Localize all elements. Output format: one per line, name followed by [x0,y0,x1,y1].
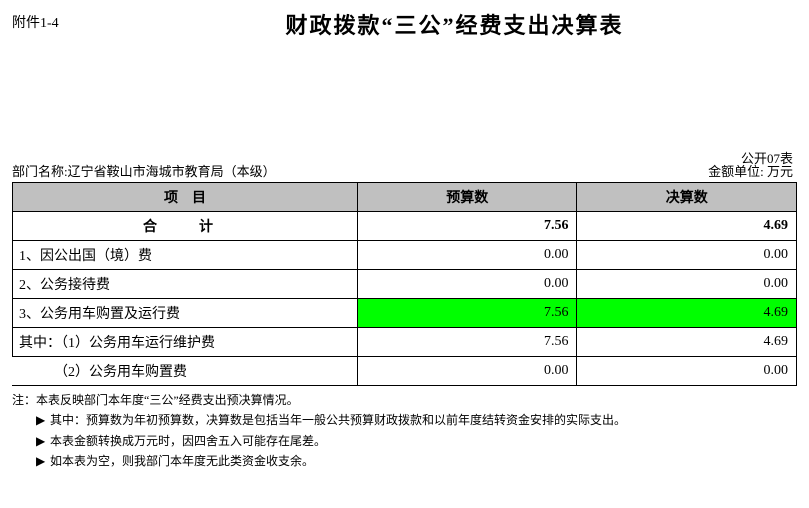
amount-unit: 金额单位: 万元 [708,161,793,180]
row-label: 其中：（1）公务用车运行维护费 [13,328,358,357]
notes-block: 注： 本表反映部门本年度“三公”经费支出预决算情况。 ▶ 其中：预算数为年初预算… [12,390,797,472]
arrow-icon: ▶ [36,431,50,451]
row-final: 4.69 [577,328,797,357]
arrow-icon: ▶ [36,451,50,471]
col-header-budget: 预算数 [357,183,577,212]
row-budget: 7.56 [357,299,577,328]
row-label: 3、公务用车购置及运行费 [13,299,358,328]
row-budget: 0.00 [357,241,577,270]
row-final: 0.00 [577,357,797,386]
department-label: 部门名称: [12,164,68,179]
spacer [12,38,797,148]
table-row: 其中：（1）公务用车运行维护费7.564.69 [13,328,797,357]
row-budget: 7.56 [357,212,577,241]
table-row: （2）公务用车购置费0.000.00 [13,357,797,386]
row-label: 2、公务接待费 [13,270,358,299]
note-line: ▶ 本表金额转换成万元时，因四舍五入可能存在尾差。 [12,431,797,451]
col-header-final: 决算数 [577,183,797,212]
col-header-item: 项 目 [13,183,358,212]
note-text: 如本表为空，则我部门本年度无此类资金收支余。 [50,451,314,471]
department-line: 部门名称:辽宁省鞍山市海城市教育局（本级） [12,161,276,180]
table-row: 合 计7.564.69 [13,212,797,241]
table-row: 1、因公出国（境）费0.000.00 [13,241,797,270]
row-final: 4.69 [577,299,797,328]
table-row: 2、公务接待费0.000.00 [13,270,797,299]
note-text: 本表金额转换成万元时，因四舍五入可能存在尾差。 [50,431,326,451]
note-text: 本表反映部门本年度“三公”经费支出预决算情况。 [36,390,299,410]
note-line: 注： 本表反映部门本年度“三公”经费支出预决算情况。 [12,390,797,410]
row-budget: 0.00 [357,357,577,386]
row-final: 0.00 [577,270,797,299]
department-name: 辽宁省鞍山市海城市教育局（本级） [68,164,276,179]
budget-table: 项 目 预算数 决算数 合 计7.564.691、因公出国（境）费0.000.0… [12,182,797,386]
arrow-icon: ▶ [36,410,50,430]
row-budget: 7.56 [357,328,577,357]
row-final: 0.00 [577,241,797,270]
row-final: 4.69 [577,212,797,241]
page-title: 财政拨款“三公”经费支出决算表 [12,8,797,40]
notes-label: 注： [12,390,36,410]
table-row: 3、公务用车购置及运行费7.564.69 [13,299,797,328]
note-line: ▶ 如本表为空，则我部门本年度无此类资金收支余。 [12,451,797,471]
row-label: （2）公务用车购置费 [13,357,358,386]
note-text: 其中：预算数为年初预算数，决算数是包括当年一般公共预算财政拨款和以前年度结转资金… [50,410,626,430]
row-budget: 0.00 [357,270,577,299]
row-label: 合 计 [13,212,358,241]
table-header-row: 项 目 预算数 决算数 [13,183,797,212]
row-label: 1、因公出国（境）费 [13,241,358,270]
note-line: ▶ 其中：预算数为年初预算数，决算数是包括当年一般公共预算财政拨款和以前年度结转… [12,410,797,430]
